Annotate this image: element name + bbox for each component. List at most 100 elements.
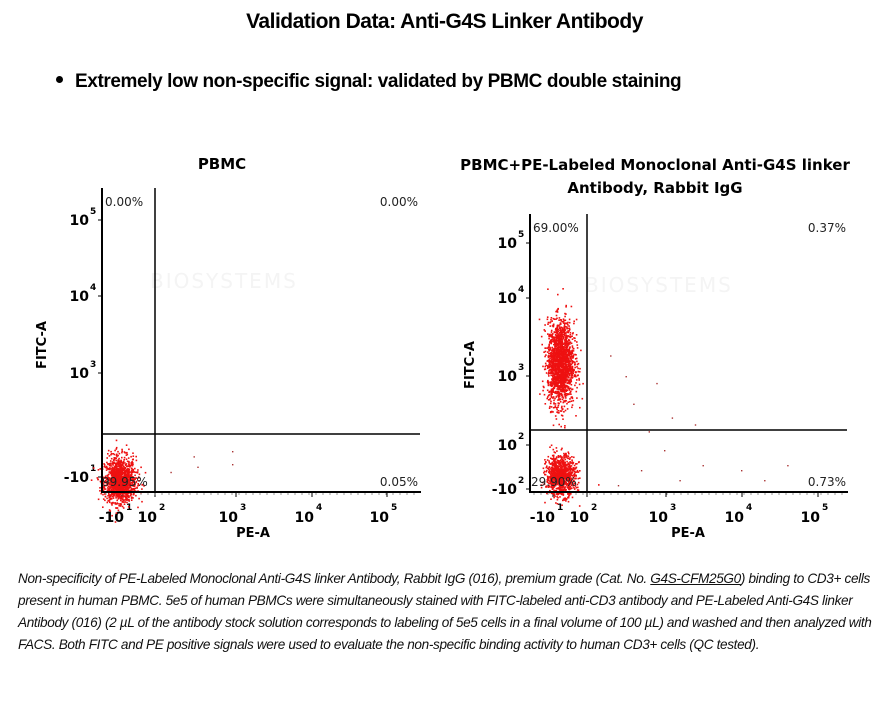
watermark-sub: BIOSYSTEMS	[150, 269, 298, 293]
data-point	[112, 485, 114, 488]
data-point	[550, 411, 552, 413]
data-point	[559, 352, 562, 354]
data-point	[577, 471, 580, 473]
data-point	[547, 356, 550, 359]
data-point	[564, 425, 566, 427]
data-point	[561, 415, 564, 417]
data-point	[564, 486, 567, 488]
data-point	[556, 498, 559, 501]
data-point	[570, 305, 573, 308]
data-point	[565, 348, 568, 350]
data-point	[109, 472, 112, 475]
data-point	[123, 472, 126, 475]
data-point	[576, 469, 579, 472]
data-point	[561, 320, 564, 323]
data-point	[554, 373, 557, 376]
data-point	[566, 371, 569, 373]
data-point	[570, 468, 573, 470]
data-point	[560, 388, 562, 390]
data-point	[557, 388, 560, 391]
data-point	[572, 485, 574, 487]
data-point	[136, 471, 139, 473]
data-point	[566, 389, 569, 392]
data-point	[565, 389, 567, 392]
y-tick-exponent: 5	[90, 207, 96, 217]
data-point	[117, 496, 119, 498]
data-point	[129, 486, 132, 489]
data-point	[551, 487, 554, 489]
data-point	[562, 418, 564, 420]
data-point	[561, 359, 564, 362]
data-point	[554, 365, 557, 367]
bullet-icon	[56, 76, 63, 84]
data-point	[555, 463, 557, 465]
data-point	[125, 498, 128, 500]
data-point	[569, 467, 572, 469]
data-point	[572, 461, 575, 464]
data-point	[561, 493, 563, 496]
data-point	[132, 481, 134, 483]
data-point	[575, 467, 577, 470]
data-point	[109, 462, 112, 465]
data-point	[568, 472, 570, 474]
data-point	[556, 483, 558, 486]
data-point	[562, 461, 564, 463]
data-point	[549, 339, 552, 341]
data-point	[552, 324, 555, 327]
data-point	[562, 336, 565, 338]
data-point	[567, 321, 569, 324]
data-point	[570, 368, 573, 371]
data-point	[555, 368, 558, 371]
data-point	[569, 478, 571, 480]
data-point	[103, 463, 105, 465]
data-point	[102, 476, 105, 479]
page-title: Validation Data: Anti-G4S Linker Antibod…	[246, 10, 643, 33]
data-point	[564, 469, 566, 471]
data-point	[555, 385, 558, 387]
catalog-number-link[interactable]: G4S-CFM25G0	[650, 571, 741, 586]
data-point	[560, 390, 562, 393]
data-point	[561, 377, 564, 380]
data-point	[559, 479, 562, 482]
data-point	[560, 392, 562, 395]
data-point	[542, 481, 544, 484]
data-point	[562, 374, 565, 376]
data-point	[574, 384, 576, 387]
data-point	[568, 325, 570, 327]
data-point	[558, 423, 560, 426]
data-point	[557, 344, 559, 346]
data-point	[566, 379, 569, 381]
data-point	[565, 488, 567, 491]
quadrant-lower-left: 99.95%	[102, 475, 148, 489]
data-point	[557, 474, 560, 476]
data-point	[116, 462, 118, 464]
data-point	[545, 354, 547, 356]
data-point	[132, 477, 135, 480]
data-point	[568, 389, 571, 391]
y-tick-label: 10	[70, 366, 90, 382]
data-point	[114, 474, 117, 476]
data-point	[554, 376, 557, 378]
data-point	[122, 473, 124, 475]
data-point	[559, 410, 562, 412]
data-point	[127, 480, 129, 482]
data-point	[547, 366, 550, 368]
data-point	[132, 458, 134, 461]
data-point	[562, 356, 564, 359]
data-point	[569, 480, 572, 483]
data-point	[565, 326, 567, 328]
data-point	[123, 495, 126, 497]
data-point	[561, 483, 563, 485]
data-point	[564, 348, 566, 350]
data-point	[117, 460, 119, 463]
data-point	[556, 374, 559, 377]
data-point	[578, 371, 581, 373]
data-point	[559, 340, 562, 342]
data-point	[137, 483, 139, 485]
data-point	[561, 355, 564, 358]
data-point	[132, 452, 134, 454]
data-point	[130, 475, 132, 477]
data-point	[130, 473, 132, 476]
data-point	[571, 338, 574, 340]
